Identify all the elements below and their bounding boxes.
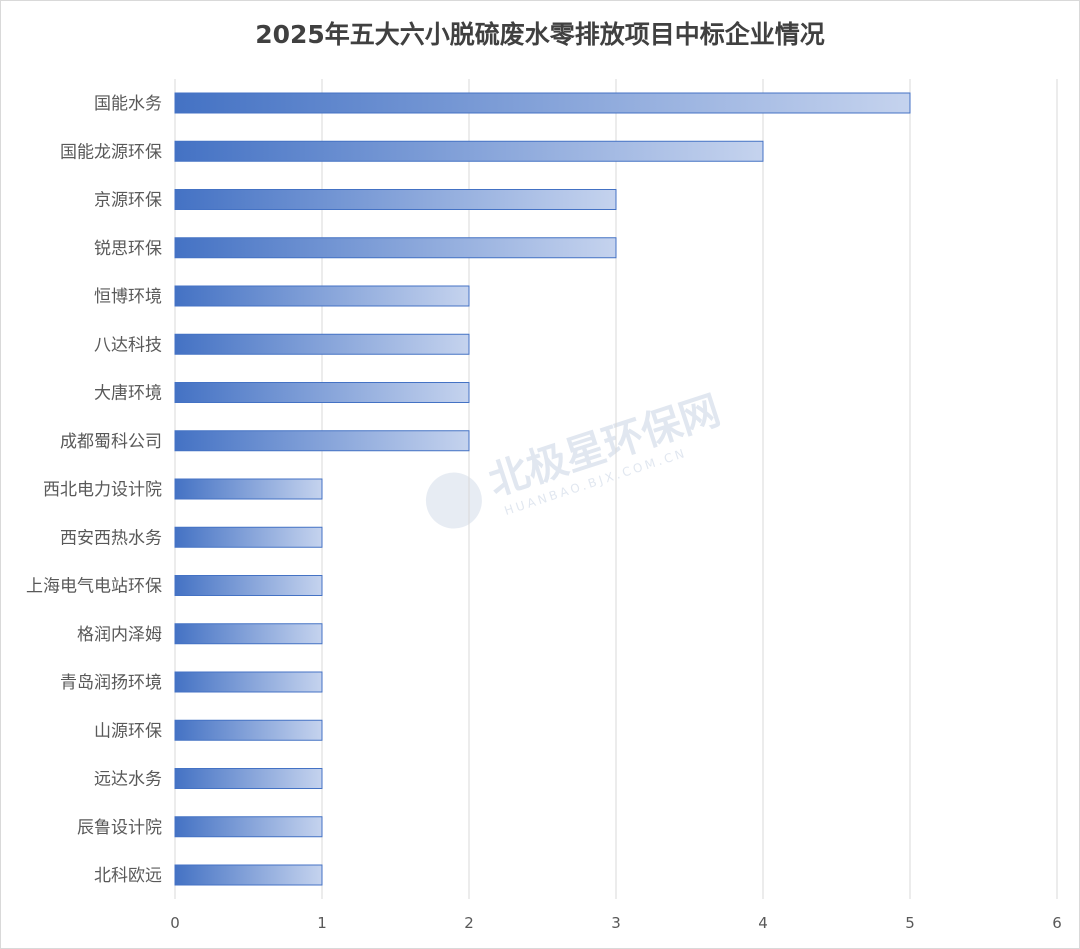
category-label: 远达水务 bbox=[94, 770, 162, 790]
bar bbox=[174, 237, 617, 259]
x-tick-label: 6 bbox=[1052, 914, 1062, 932]
bar bbox=[174, 430, 470, 452]
category-label: 山源环保 bbox=[94, 721, 162, 741]
chart-title: 2025年五大六小脱硫废水零排放项目中标企业情况 bbox=[255, 20, 825, 49]
x-tick-label: 5 bbox=[905, 914, 915, 932]
bar bbox=[174, 719, 323, 741]
category-labels: 国能水务国能龙源环保京源环保锐思环保恒博环境八达科技大唐环境成都蜀科公司西北电力… bbox=[26, 94, 162, 886]
watermark-logo-icon bbox=[425, 472, 482, 529]
category-label: 青岛润扬环境 bbox=[60, 673, 162, 693]
watermark-brand: 北极星环保网 bbox=[483, 387, 725, 505]
bars bbox=[174, 92, 911, 886]
category-label: 恒博环境 bbox=[94, 287, 162, 307]
bar bbox=[174, 816, 323, 838]
x-tick-label: 1 bbox=[317, 914, 327, 932]
bar bbox=[174, 575, 323, 596]
bar bbox=[174, 382, 470, 403]
category-label: 辰鲁设计院 bbox=[77, 818, 162, 838]
category-label: 国能水务 bbox=[94, 94, 162, 114]
category-label: 北科欧远 bbox=[94, 866, 162, 886]
category-label: 上海电气电站环保 bbox=[26, 577, 162, 597]
category-label: 大唐环境 bbox=[94, 383, 162, 404]
category-label: 西北电力设计院 bbox=[43, 480, 162, 500]
x-tick-label: 3 bbox=[611, 914, 621, 932]
category-label: 京源环保 bbox=[94, 191, 162, 211]
bar bbox=[174, 864, 323, 886]
bar bbox=[174, 285, 470, 307]
bar bbox=[174, 140, 764, 162]
x-tick-label: 4 bbox=[758, 914, 768, 932]
category-label: 西安西热水务 bbox=[60, 528, 162, 548]
watermark: 北极星环保网 HUANBAO.BJX.COM.CN bbox=[425, 387, 726, 529]
bar bbox=[174, 189, 617, 210]
category-label: 成都蜀科公司 bbox=[60, 432, 162, 452]
bar bbox=[174, 671, 323, 693]
x-tick-label: 0 bbox=[170, 914, 180, 932]
bar bbox=[174, 333, 470, 355]
bar bbox=[174, 478, 323, 500]
category-label: 格润内泽姆 bbox=[77, 625, 162, 645]
x-tick-label: 2 bbox=[464, 914, 474, 932]
category-label: 八达科技 bbox=[94, 335, 162, 355]
bar bbox=[174, 768, 323, 789]
category-label: 锐思环保 bbox=[94, 239, 162, 259]
category-label: 国能龙源环保 bbox=[60, 142, 162, 162]
bar bbox=[174, 526, 323, 548]
bar bbox=[174, 623, 323, 645]
x-axis-ticks: 0 1 2 3 4 5 6 bbox=[170, 914, 1062, 932]
bar bbox=[174, 92, 911, 114]
